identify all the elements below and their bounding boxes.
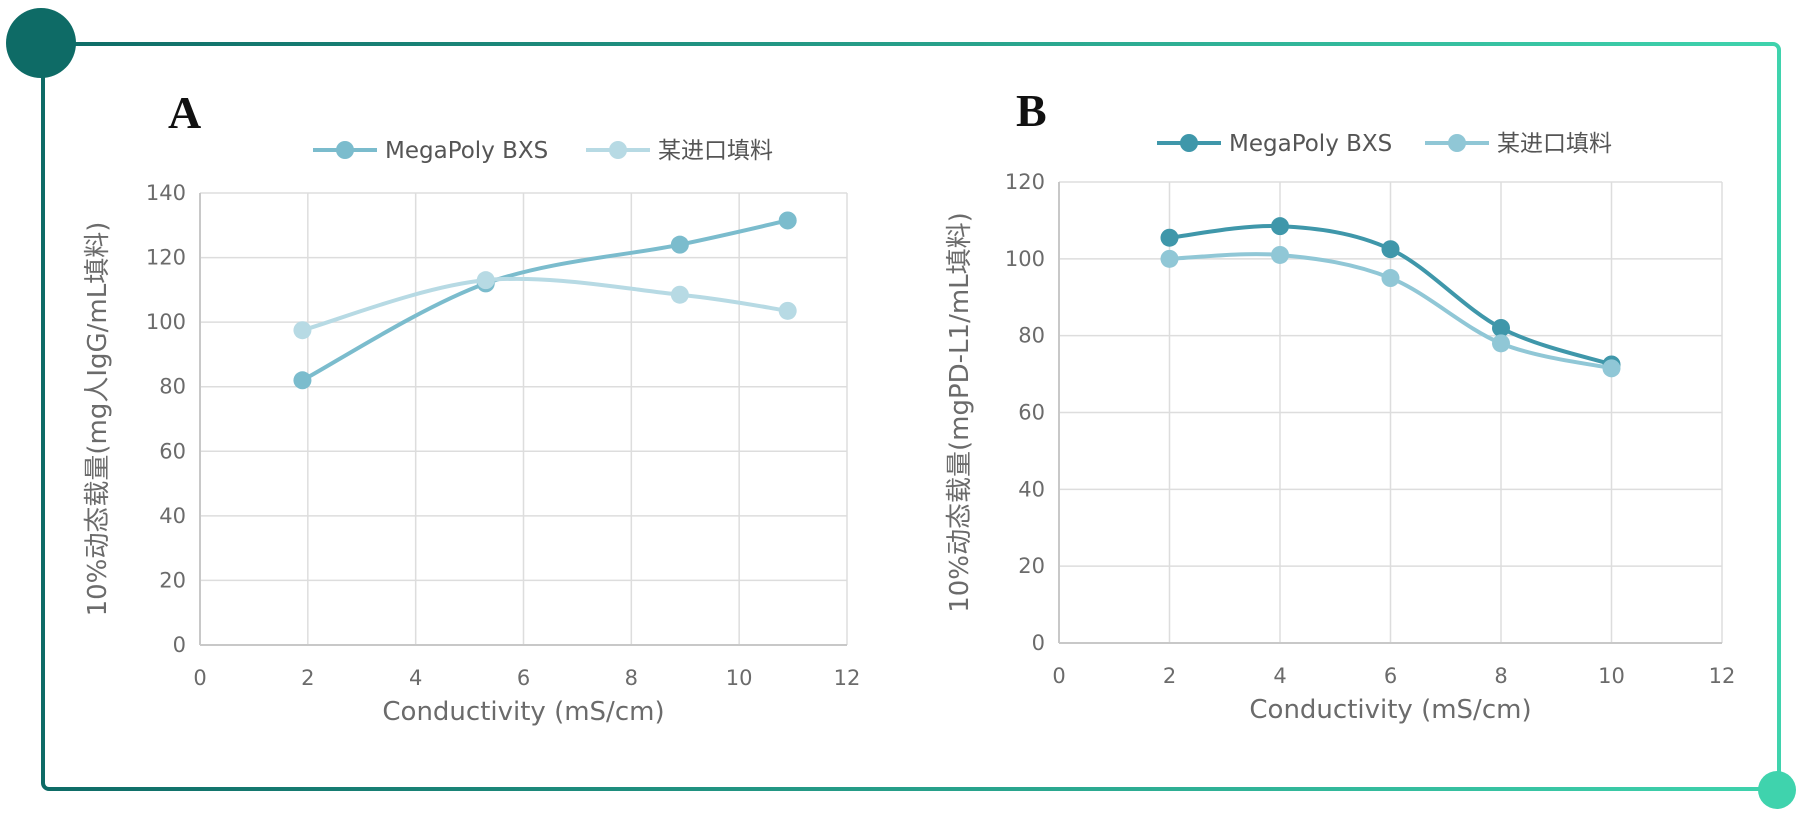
y-axis-title: 10%动态载量(mg人IgG/mL填料) [83,222,113,617]
data-point-series-2 [778,301,797,320]
legend-swatch-marker [1448,134,1466,152]
y-tick-label: 60 [1018,401,1045,425]
data-point-series-2 [670,285,689,304]
data-point-series-1 [1381,240,1400,259]
series-line-1 [300,218,790,383]
data-point-series-1 [1271,217,1289,236]
y-axis-title: 10%动态载量(mgPD-L1/mL填料) [945,212,975,613]
legend-label: MegaPoly BXS [1229,131,1392,157]
legend-swatch-marker [1180,134,1198,152]
data-point-series-1 [1492,318,1510,337]
x-tick-label: 0 [1052,664,1065,688]
data-point-series-1 [293,371,312,390]
data-point-series-2 [1602,359,1621,378]
panel-label-a: A [168,87,201,138]
frame-corner-dot-bottom-right [1758,771,1796,809]
x-tick-label: 2 [301,666,314,690]
legend-label: 某进口填料 [658,138,773,164]
data-point-series-1 [1160,228,1179,247]
data-point-series-1 [778,211,797,230]
data-point-series-2 [1271,245,1289,264]
y-tick-label: 140 [146,181,186,205]
frame-corner-dot-top-left [6,8,76,78]
legend-swatch-marker [336,141,354,159]
x-tick-label: 10 [1598,664,1625,688]
y-tick-label: 100 [146,310,186,334]
y-tick-label: 0 [1032,631,1045,655]
panel-label-b: B [1016,85,1047,136]
data-point-series-2 [476,271,495,290]
y-tick-label: 80 [1018,324,1045,348]
y-tick-label: 40 [1018,477,1045,501]
x-tick-label: 12 [834,666,861,690]
legend-label: MegaPoly BXS [385,138,548,164]
y-tick-label: 80 [159,375,186,399]
legend-label: 某进口填料 [1497,131,1612,157]
y-tick-label: 0 [173,633,186,657]
y-tick-label: 20 [159,568,186,592]
y-tick-label: 100 [1005,247,1045,271]
y-tick-label: 40 [159,504,186,528]
x-tick-label: 4 [409,666,422,690]
chart-panel-a: A 0 20 40 60 80 100 120 140 0 2 4 6 8 10 12 Conductivity… [83,87,860,727]
x-tick-label: 0 [193,666,206,690]
x-axis-title: Conductivity (mS/cm) [382,697,664,727]
x-tick-label: 10 [726,666,753,690]
y-tick-label: 60 [159,439,186,463]
frame-border [41,42,1781,791]
x-tick-label: 6 [1384,664,1397,688]
x-tick-label: 8 [625,666,638,690]
data-point-series-1 [670,235,689,254]
x-axis-title: Conductivity (mS/cm) [1249,695,1531,725]
y-tick-label: 20 [1018,554,1045,578]
x-tick-label: 12 [1709,664,1736,688]
data-point-series-2 [1381,269,1400,288]
y-tick-label: 120 [1005,170,1045,194]
data-point-series-2 [1492,334,1510,353]
chart-panel-b: B 0 20 40 60 80 100 120 0 2 4 6 8 10 12 Conductivity (m… [945,85,1735,725]
y-tick-label: 120 [146,246,186,270]
data-point-series-2 [293,321,312,340]
x-tick-label: 6 [517,666,530,690]
series-line-2 [300,276,790,333]
legend-swatch-marker [609,141,627,159]
data-point-series-2 [1160,249,1179,268]
x-tick-label: 2 [1163,664,1176,688]
x-tick-label: 8 [1494,664,1507,688]
x-tick-label: 4 [1273,664,1286,688]
